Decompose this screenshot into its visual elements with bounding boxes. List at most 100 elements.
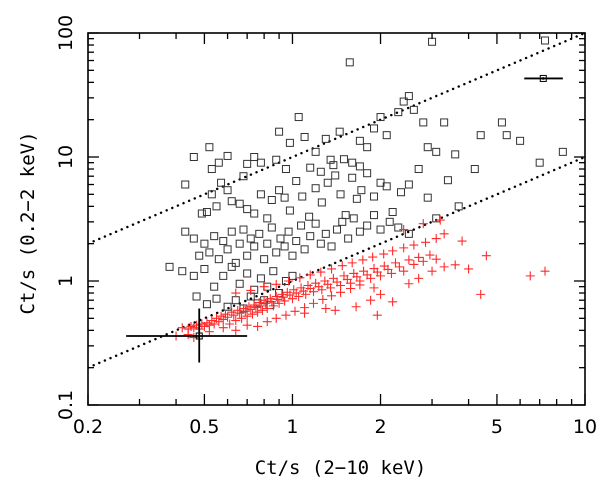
square-point (288, 271, 297, 280)
square-point (502, 131, 511, 140)
cross-point (267, 297, 277, 307)
cross-point (457, 236, 467, 246)
cross-point (247, 309, 257, 319)
square-point (370, 192, 379, 201)
square-point (207, 190, 216, 199)
square-point (267, 223, 276, 232)
square-point (202, 208, 211, 217)
square-point (376, 225, 385, 234)
square-point (331, 171, 340, 180)
square-point (223, 151, 232, 160)
square-point (300, 132, 309, 141)
square-point (363, 221, 372, 230)
square-point (394, 223, 403, 232)
cross-point (231, 325, 241, 335)
cross-point (204, 327, 214, 337)
square-point (423, 193, 432, 202)
error-bars (126, 74, 563, 363)
cross-point (321, 304, 331, 314)
cross-point (318, 294, 328, 304)
cross-point (246, 285, 256, 295)
square-point (235, 239, 244, 248)
square-point (239, 225, 248, 234)
cross-point (328, 273, 338, 283)
square-point (246, 234, 255, 243)
square-point (382, 131, 391, 140)
square-point (370, 124, 379, 133)
square-point (306, 163, 315, 172)
cross-point (404, 279, 414, 289)
cross-point (394, 262, 404, 272)
square-point (451, 150, 460, 159)
square-point (349, 214, 358, 223)
cross-point (525, 271, 535, 281)
cross-point (337, 261, 347, 271)
y-tick-label: 1 (55, 275, 77, 287)
data-series (165, 36, 567, 343)
square-point (355, 136, 364, 145)
square-point (189, 234, 198, 243)
cross-point (300, 308, 310, 318)
square-point (250, 153, 259, 161)
square-point (288, 251, 297, 260)
cross-point (369, 283, 379, 293)
cross-point (177, 323, 187, 333)
cross-point (209, 319, 219, 329)
cross-point (223, 312, 233, 322)
square-point (267, 196, 276, 205)
cross-point (294, 291, 304, 301)
square-point (311, 219, 320, 228)
square-point (195, 251, 204, 260)
square-point (192, 292, 201, 301)
cross-point (346, 284, 356, 293)
square-point (205, 143, 214, 152)
square-point (321, 134, 330, 143)
square-point (357, 186, 366, 195)
cross-point (281, 310, 291, 320)
square-point (326, 155, 335, 164)
cross-point (326, 283, 336, 293)
square-point (541, 36, 550, 45)
square-point (535, 158, 544, 167)
square-point (202, 300, 211, 309)
square-point (272, 248, 281, 257)
square-point (432, 147, 441, 156)
square-point (419, 118, 428, 127)
square-point (370, 211, 379, 220)
cross-point (379, 249, 389, 259)
cross-point (327, 291, 337, 301)
cross-point (425, 250, 435, 260)
cross-point (229, 310, 239, 320)
square-point (223, 245, 232, 254)
cross-point (409, 240, 419, 250)
square-point (181, 180, 190, 189)
square-point (178, 267, 187, 276)
square-point (210, 282, 219, 291)
y-tick-label: 100 (55, 15, 77, 51)
square-point (454, 202, 463, 211)
square-point (200, 239, 209, 248)
series-crosses (171, 215, 550, 343)
square-point (219, 237, 228, 246)
series-squares (165, 36, 567, 313)
square-point (385, 217, 394, 226)
square-point (300, 245, 309, 254)
square-point (212, 294, 221, 303)
square-point (243, 159, 252, 168)
square-point (327, 242, 336, 251)
square-point (239, 172, 248, 181)
square-point (181, 227, 190, 236)
y-axis-label: Ct/s (0.2−2 keV) (17, 131, 39, 314)
cross-point (427, 266, 437, 276)
cross-point (290, 306, 300, 316)
cross-point (295, 273, 305, 283)
cross-point (268, 301, 278, 311)
square-point (297, 221, 306, 230)
square-point (276, 234, 285, 243)
square-point (382, 182, 391, 191)
x-tick-label: 10 (573, 416, 597, 438)
square-point (339, 155, 348, 164)
x-axis-label: Ct/s (2−10 keV) (255, 457, 427, 479)
x-tick-label: 0.2 (73, 416, 103, 438)
square-point (316, 239, 325, 248)
